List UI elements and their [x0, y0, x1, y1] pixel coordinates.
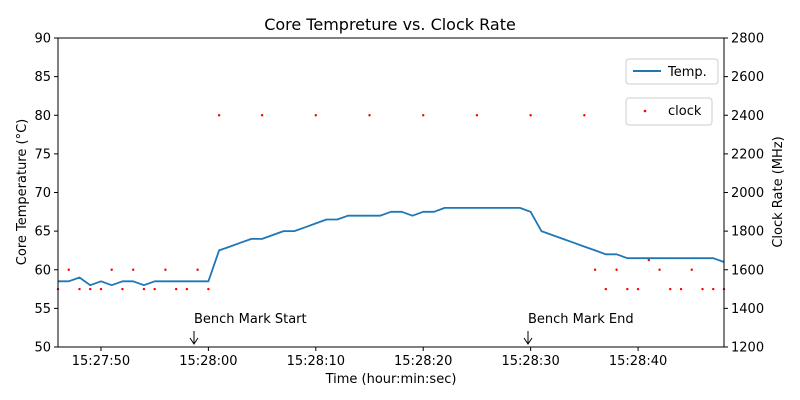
- legend-temp-label: Temp.: [667, 65, 707, 80]
- clock-point: [153, 287, 156, 291]
- y-left-tick-label: 70: [34, 186, 51, 201]
- y-right-tick-label: 1800: [731, 225, 764, 240]
- clock-point: [604, 287, 608, 291]
- legend-temp: Temp.: [625, 58, 719, 85]
- y-right-tick-label: 2000: [731, 186, 764, 201]
- clock-point: [636, 287, 640, 291]
- clock-point: [690, 268, 693, 271]
- clock-point: [164, 268, 167, 271]
- legend-clock: clock: [625, 97, 713, 126]
- clock-point: [185, 287, 189, 291]
- annotation-bench-start-arrowhead: [189, 337, 199, 345]
- annotation-bench-start-text: Bench Mark Start: [194, 312, 307, 327]
- clock-point: [121, 287, 124, 291]
- clock-point: [626, 287, 629, 291]
- annotations: Bench Mark Start Bench Mark End: [189, 312, 634, 345]
- clock-point: [99, 287, 103, 291]
- clock-point: [647, 258, 651, 262]
- clock-point: [712, 287, 715, 291]
- y-right-tick-label: 2200: [731, 147, 764, 162]
- legend-clock-label: clock: [668, 104, 702, 119]
- y-right-tick-label: 2800: [731, 32, 764, 47]
- y-left-tick-label: 55: [34, 302, 51, 317]
- clock-point: [260, 114, 264, 117]
- legend-clock-swatch: [643, 109, 647, 113]
- x-tick-label: 15:28:20: [394, 354, 452, 369]
- annotation-bench-start: Bench Mark Start: [189, 312, 307, 345]
- y-left-tick-label: 80: [34, 109, 51, 124]
- x-axis-ticks: 15:27:50 15:28:00 15:28:10 15:28:20 15:28:30…: [72, 347, 667, 369]
- clock-point: [78, 287, 81, 291]
- y-axis-left-label: Core Temperature (°C): [15, 119, 30, 265]
- plot-frame: [57, 37, 725, 348]
- x-tick-label: 15:27:50: [72, 354, 130, 369]
- y-left-tick-label: 60: [34, 263, 51, 278]
- y-left-tick-label: 90: [34, 32, 51, 47]
- y-axis-right-ticks: 1200 1400 1600 1800 2000 2200 2400 2600 2800: [724, 32, 764, 356]
- clock-point: [67, 268, 70, 271]
- clock-point: [593, 268, 597, 271]
- y-right-tick-label: 2400: [731, 109, 764, 124]
- y-right-tick-label: 1200: [731, 341, 764, 356]
- temp-line: [57, 207, 725, 287]
- clock-point: [368, 114, 371, 117]
- y-left-tick-label: 75: [34, 147, 51, 162]
- y-left-tick-label: 85: [34, 70, 51, 85]
- x-axis-label: Time (hour:min:sec): [325, 372, 457, 387]
- clock-point: [196, 268, 199, 271]
- clock-point: [89, 287, 92, 291]
- annotation-bench-end: Bench Mark End: [523, 312, 634, 345]
- y-axis-left-ticks: 50 55 60 65 70 75 80 85 90: [34, 32, 58, 356]
- clock-point: [131, 268, 135, 271]
- clock-point: [142, 287, 146, 291]
- temp-series-line: [58, 207, 725, 287]
- x-tick-label: 15:28:40: [609, 354, 667, 369]
- plot-area: [56, 114, 726, 291]
- annotation-bench-end-text: Bench Mark End: [528, 312, 634, 327]
- clock-point: [583, 114, 586, 117]
- clock-point: [174, 287, 178, 291]
- y-right-tick-label: 1400: [731, 302, 764, 317]
- clock-point: [615, 268, 618, 271]
- clock-point: [679, 287, 683, 291]
- clock-point: [475, 114, 479, 117]
- y-left-tick-label: 65: [34, 225, 51, 240]
- y-axis-right-label: Clock Rate (MHz): [771, 136, 786, 247]
- clock-point: [314, 114, 318, 117]
- chart-title: Core Tempreture vs. Clock Rate: [264, 15, 516, 34]
- clock-point: [422, 114, 425, 117]
- clock-point: [110, 268, 113, 271]
- annotation-bench-end-arrowhead: [523, 337, 533, 345]
- legend-clock-box: [625, 97, 713, 126]
- clock-point: [529, 114, 532, 117]
- x-tick-label: 15:28:10: [287, 354, 345, 369]
- x-tick-label: 15:28:30: [501, 354, 559, 369]
- y-left-tick-label: 50: [34, 341, 51, 356]
- y-right-tick-label: 1600: [731, 263, 764, 278]
- clock-point: [669, 287, 672, 291]
- clock-point: [217, 114, 221, 117]
- y-right-tick-label: 2600: [731, 70, 764, 85]
- clock-point: [207, 287, 210, 291]
- clock-point: [701, 287, 704, 291]
- axes: [57, 37, 725, 348]
- x-tick-label: 15:28:00: [179, 354, 237, 369]
- clock-point: [658, 268, 661, 271]
- clock-scatter: [56, 114, 726, 291]
- legend-temp-box: [625, 58, 719, 85]
